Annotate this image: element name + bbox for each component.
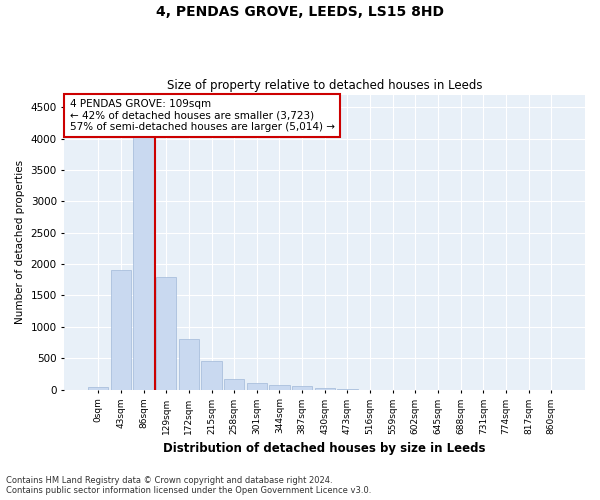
Bar: [88, 386, 109, 390]
Text: Contains HM Land Registry data © Crown copyright and database right 2024.
Contai: Contains HM Land Registry data © Crown c…: [6, 476, 371, 495]
Text: 4 PENDAS GROVE: 109sqm
← 42% of detached houses are smaller (3,723)
57% of semi-: 4 PENDAS GROVE: 109sqm ← 42% of detached…: [70, 99, 335, 132]
Bar: [111, 270, 131, 390]
Title: Size of property relative to detached houses in Leeds: Size of property relative to detached ho…: [167, 79, 482, 92]
Bar: [202, 362, 221, 390]
Bar: [156, 276, 176, 390]
Bar: [247, 382, 267, 390]
Bar: [133, 107, 154, 390]
Bar: [179, 340, 199, 390]
Bar: [224, 378, 244, 390]
X-axis label: Distribution of detached houses by size in Leeds: Distribution of detached houses by size …: [163, 442, 486, 455]
Bar: [337, 389, 358, 390]
Bar: [314, 388, 335, 390]
Bar: [292, 386, 312, 390]
Bar: [269, 386, 290, 390]
Text: 4, PENDAS GROVE, LEEDS, LS15 8HD: 4, PENDAS GROVE, LEEDS, LS15 8HD: [156, 5, 444, 19]
Y-axis label: Number of detached properties: Number of detached properties: [15, 160, 25, 324]
